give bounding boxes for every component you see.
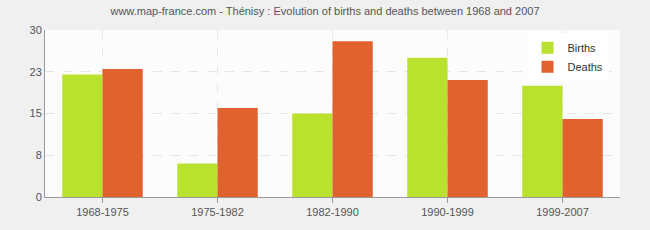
svg-text:Births: Births bbox=[568, 42, 597, 54]
svg-text:1975-1982: 1975-1982 bbox=[191, 206, 244, 218]
svg-text:1990-1999: 1990-1999 bbox=[421, 206, 474, 218]
svg-text:1999-2007: 1999-2007 bbox=[536, 206, 589, 218]
svg-text:1982-1990: 1982-1990 bbox=[306, 206, 359, 218]
svg-text:8: 8 bbox=[36, 149, 42, 161]
svg-text:www.map-france.com - Thénisy :: www.map-france.com - Thénisy : Evolution… bbox=[109, 5, 539, 17]
svg-text:15: 15 bbox=[30, 107, 42, 119]
svg-text:0: 0 bbox=[36, 191, 42, 203]
svg-text:Deaths: Deaths bbox=[568, 61, 603, 73]
svg-text:23: 23 bbox=[30, 66, 42, 78]
svg-text:30: 30 bbox=[30, 24, 42, 36]
svg-text:1968-1975: 1968-1975 bbox=[76, 206, 129, 218]
